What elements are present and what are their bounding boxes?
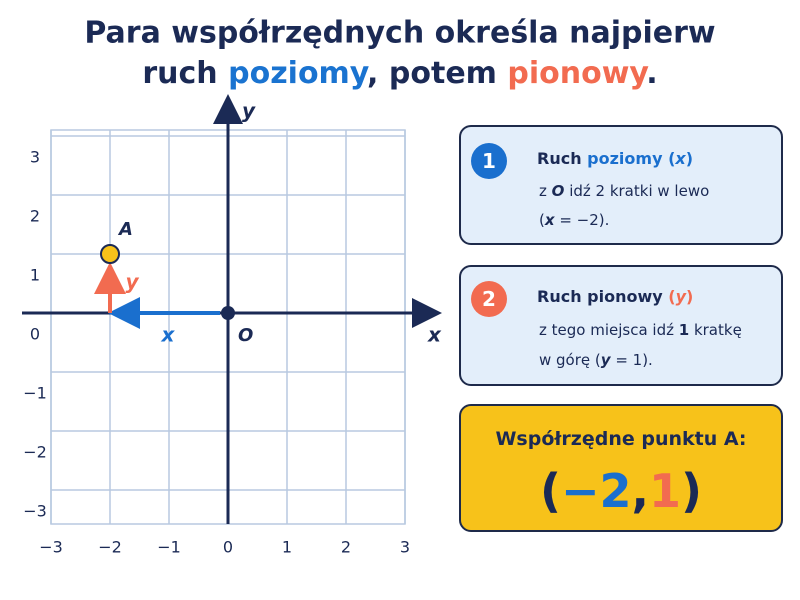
step-number: 1 [471,143,507,179]
point-label: A [117,219,133,240]
y-tick-label: 1 [30,266,40,285]
text: y [675,287,686,306]
y-axis-label: y [242,99,256,123]
origin-dot [221,306,235,320]
text: = 1). [610,351,653,369]
horizontal-move-label: x [161,323,176,347]
x-tick-label: 2 [341,538,351,557]
y-tick-label: 3 [30,148,40,167]
text: kratkę [689,321,742,339]
text: −2 [560,464,632,518]
text: Ruch pionowy [537,287,669,306]
y-tick-label: 2 [30,207,40,226]
text: 1 [678,321,690,339]
vertical-move-label: y [125,270,139,294]
x-tick-label: −2 [98,538,122,557]
text: idź 2 kratki w lewo [564,182,710,200]
step-line: (x = −2). [539,211,609,229]
step-line: z O idź 2 kratki w lewo [539,182,709,200]
result-card: Współrzędne punktu A: (−2,1) [459,404,783,532]
text: ( [539,211,545,229]
text: y [600,351,611,369]
text: 1 [649,464,682,518]
y-tick-label: −1 [23,384,47,403]
title-part: poziomy [228,56,370,91]
text: w górę ( [539,351,601,369]
y-tick-label: −3 [23,502,47,521]
x-tick-label: 3 [400,538,410,557]
step-title: Ruch poziomy (x) [537,149,693,168]
title-part: . [646,56,657,91]
step-card: 2 Ruch pionowy (y) z tego miejsca idź 1 … [459,265,783,386]
text: ( [668,287,676,306]
step-line: w górę (y = 1). [539,351,653,369]
step-number: 2 [471,281,507,317]
text: ) [686,287,694,306]
title-part: pionowy [507,56,649,91]
y-tick-label: −2 [23,443,47,462]
result-label: Współrzędne punktu A: [495,428,747,450]
text: ) [681,464,703,518]
text: x [544,211,555,229]
text: ) [685,149,694,168]
x-tick-label: 0 [223,538,233,557]
step-card: 1 Ruch poziomy (x) z O idź 2 kratki w le… [459,125,783,245]
text: O [551,182,565,200]
text: poziomy ( [587,149,676,168]
text: ( [539,464,561,518]
result-value: (−2,1) [461,464,781,518]
point [100,244,120,264]
origin-label: O [238,325,253,346]
step-line: z tego miejsca idź 1 kratkę [539,321,742,339]
title-part: ruch [142,56,228,91]
text: z tego miejsca idź [539,321,679,339]
y-tick-label: 0 [30,325,40,344]
text: Ruch [537,149,588,168]
x-tick-label: 1 [282,538,292,557]
title-line-1: Para współrzędnych określa najpierw [84,16,715,51]
text: , [631,464,650,518]
step-title: Ruch pionowy (y) [537,287,693,306]
text: = −2). [554,211,610,229]
x-axis-label: x [427,323,442,347]
x-tick-label: −1 [157,538,181,557]
x-tick-label: −3 [39,538,63,557]
title-line-2: ruch poziomy, potem pionowy. [142,56,657,91]
text: x [675,149,686,168]
title-part: , potem [367,56,507,91]
text: z [539,182,552,200]
